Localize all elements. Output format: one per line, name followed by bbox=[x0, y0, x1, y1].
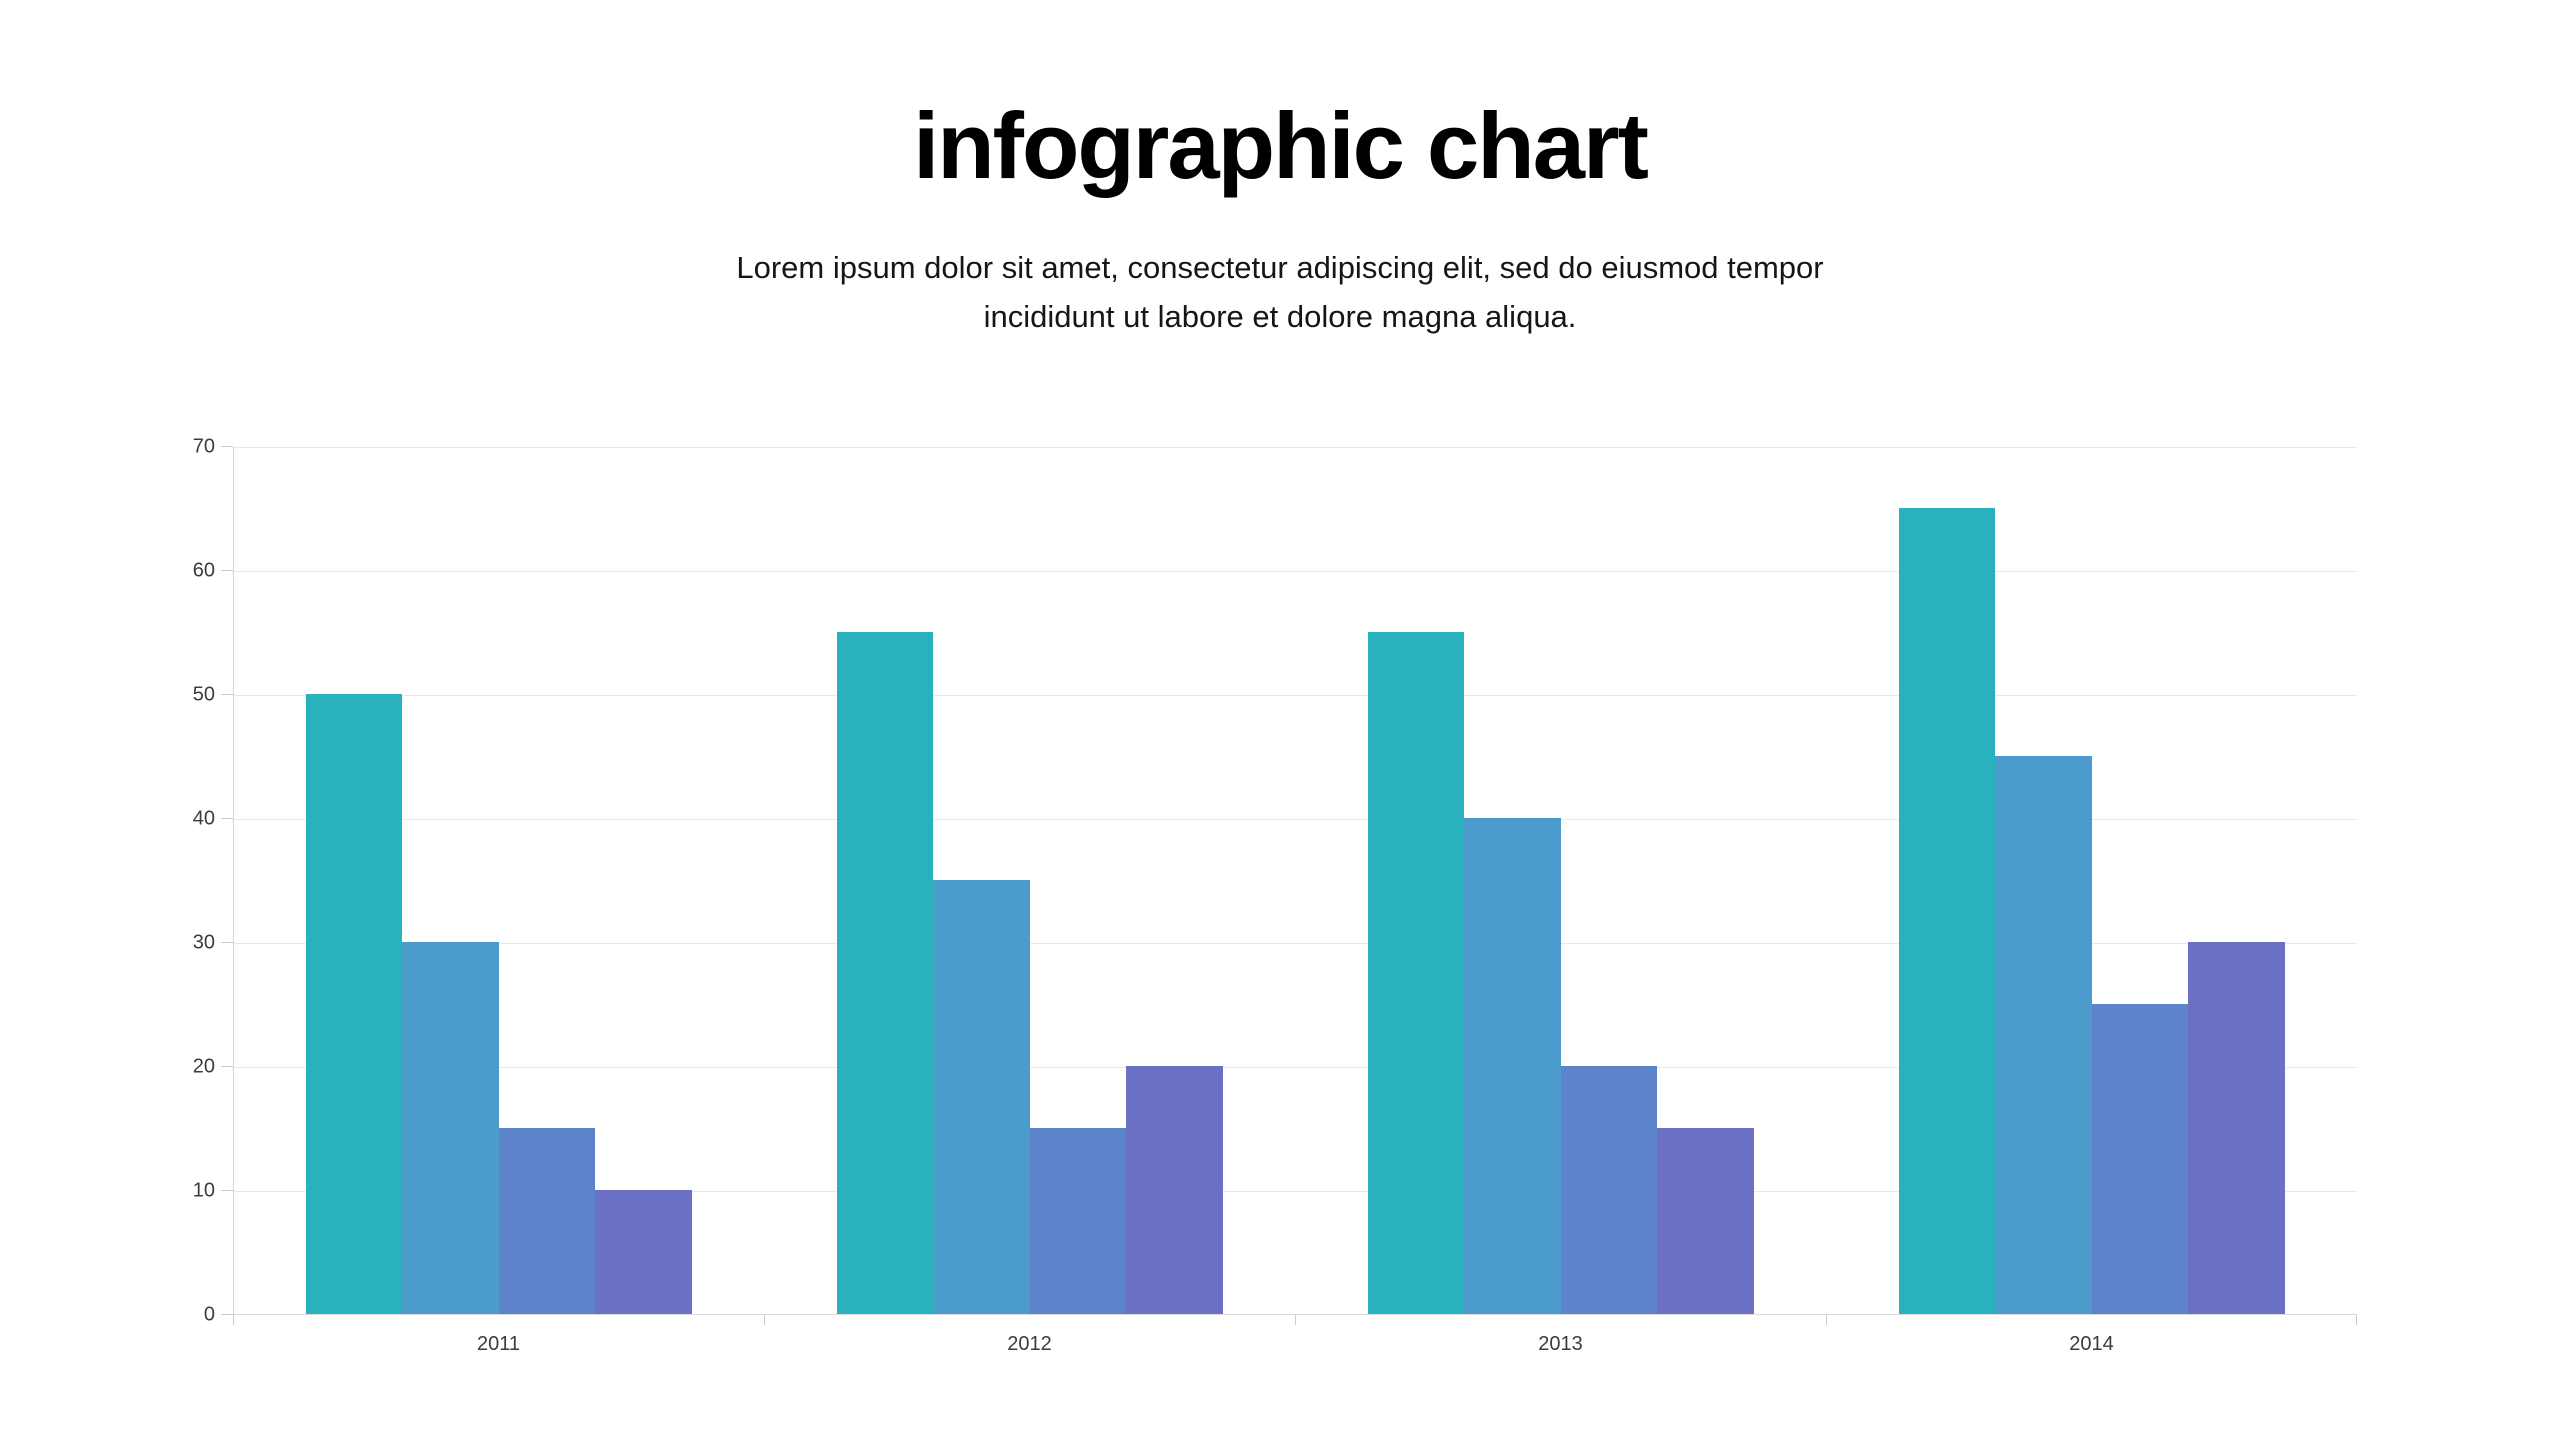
y-tick-label-60: 60 bbox=[192, 559, 215, 582]
subtitle-line-1: Lorem ipsum dolor sit amet, consectetur … bbox=[736, 250, 1824, 285]
y-tick-label-40: 40 bbox=[192, 807, 215, 830]
gridline-30 bbox=[233, 943, 2357, 944]
bar-2011-series-purple bbox=[595, 1190, 692, 1314]
x-tick-mark-3 bbox=[1826, 1315, 1827, 1325]
x-tick-mark-1 bbox=[764, 1315, 765, 1325]
y-tick-label-50: 50 bbox=[192, 683, 215, 706]
gridline-40 bbox=[233, 819, 2357, 820]
bar-2011-series-blue bbox=[402, 942, 499, 1314]
x-tick-mark-2 bbox=[1295, 1315, 1296, 1325]
bar-2013-series-teal bbox=[1367, 632, 1464, 1314]
x-category-label-2011: 2011 bbox=[476, 1333, 521, 1355]
gridline-60 bbox=[233, 571, 2357, 572]
y-tick-mark-10 bbox=[221, 1190, 233, 1191]
x-category-label-2012: 2012 bbox=[1007, 1333, 1052, 1355]
bar-2013-series-blue bbox=[1464, 818, 1561, 1314]
bar-chart-plot-area: 0 10 20 30 40 50 60 70 2011 2012 2013 2014 bbox=[193, 436, 2357, 1355]
gridline-20 bbox=[233, 1067, 2357, 1068]
y-tick-label-70: 70 bbox=[192, 435, 215, 458]
bar-2013-series-indigo bbox=[1560, 1066, 1657, 1314]
gridline-70 bbox=[233, 447, 2357, 448]
bar-2014-series-teal bbox=[1898, 508, 1995, 1314]
bar-2013-series-purple bbox=[1657, 1128, 1754, 1314]
bar-2012-series-blue bbox=[933, 880, 1030, 1314]
x-category-label-2013: 2013 bbox=[1538, 1333, 1583, 1355]
y-tick-mark-60 bbox=[221, 570, 233, 571]
y-tick-mark-70 bbox=[221, 446, 233, 447]
bar-2014-series-blue bbox=[1995, 756, 2092, 1314]
y-tick-label-30: 30 bbox=[192, 931, 215, 954]
bar-2014-series-purple bbox=[2188, 942, 2285, 1314]
y-axis-line bbox=[233, 447, 234, 1315]
subtitle-line-2: incididunt ut labore et dolore magna ali… bbox=[983, 299, 1577, 334]
page-title: infographic chart bbox=[913, 93, 1649, 198]
bar-2012-series-teal bbox=[836, 632, 933, 1314]
bar-2014-series-indigo bbox=[2091, 1004, 2188, 1314]
bar-2011-series-indigo bbox=[498, 1128, 595, 1314]
bar-2011-series-teal bbox=[305, 694, 402, 1314]
y-tick-mark-20 bbox=[221, 1066, 233, 1067]
gridline-10 bbox=[233, 1191, 2357, 1192]
y-tick-mark-30 bbox=[221, 942, 233, 943]
y-tick-mark-50 bbox=[221, 694, 233, 695]
x-axis-line bbox=[233, 1314, 2357, 1315]
y-tick-label-0: 0 bbox=[203, 1303, 215, 1326]
page-subtitle: Lorem ipsum dolor sit amet, consectetur … bbox=[0, 243, 2560, 341]
y-tick-label-10: 10 bbox=[192, 1179, 215, 1202]
y-tick-mark-40 bbox=[221, 818, 233, 819]
x-tick-mark-0 bbox=[233, 1315, 234, 1325]
y-tick-mark-0 bbox=[221, 1314, 233, 1315]
x-category-label-2014: 2014 bbox=[2069, 1333, 2114, 1355]
bar-2012-series-indigo bbox=[1029, 1128, 1126, 1314]
y-tick-label-20: 20 bbox=[192, 1055, 215, 1078]
bar-2012-series-purple bbox=[1126, 1066, 1223, 1314]
x-tick-mark-4 bbox=[2356, 1315, 2357, 1325]
gridline-50 bbox=[233, 695, 2357, 696]
